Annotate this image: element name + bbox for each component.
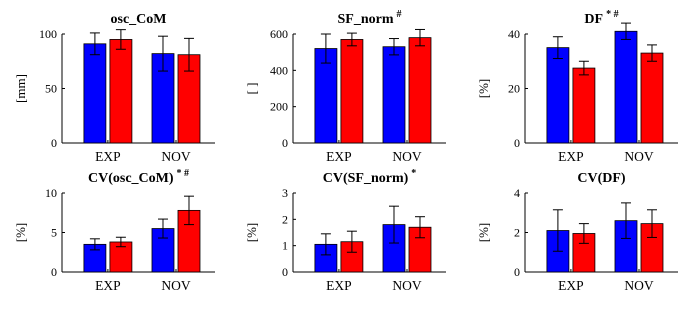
y-tick-label: 2 xyxy=(282,212,288,226)
chart-title-text: osc_CoM xyxy=(111,12,167,27)
y-tick-label: 20 xyxy=(508,82,520,96)
bar-exp-2 xyxy=(340,39,364,144)
chart-title: SF_norm # xyxy=(338,9,402,27)
bar-exp-1 xyxy=(83,43,107,144)
chart-6: 0 2 4 [%] CV(DF) EXP NOV xyxy=(476,171,678,293)
chart-title: CV(osc_CoM) * # xyxy=(88,168,189,186)
chart-title: osc_CoM xyxy=(111,12,167,27)
y-tick-label: 0 xyxy=(51,136,57,150)
bar-nov-2 xyxy=(408,37,432,144)
x-category-label: NOV xyxy=(161,149,190,164)
chart-3: 0 20 40 [%] DF * # EXP NOV xyxy=(476,9,678,164)
y-tick-label: 2 xyxy=(514,226,520,240)
chart-title: CV(SF_norm) * xyxy=(323,168,417,186)
x-category-label: NOV xyxy=(624,149,653,164)
bar-exp-2 xyxy=(109,39,133,144)
chart-5: 0 1 2 3 [%] CV(SF_norm) * EXP NOV xyxy=(244,168,446,293)
bar-nov-1 xyxy=(614,30,638,144)
y-tick-label: 5 xyxy=(51,226,57,240)
y-tick-label: 0 xyxy=(282,265,288,279)
chart-title-superscript: * xyxy=(411,168,416,179)
bar-nov-2 xyxy=(640,52,664,144)
y-tick-label: 4 xyxy=(514,186,520,200)
x-category-label: NOV xyxy=(392,149,421,164)
y-axis-label: [%] xyxy=(476,79,491,99)
bar-exp-2 xyxy=(572,67,596,144)
y-tick-label: 0 xyxy=(514,136,520,150)
chart-title-superscript: * # xyxy=(606,9,619,20)
y-tick-label: 50 xyxy=(45,82,57,96)
y-tick-label: 0 xyxy=(51,265,57,279)
y-axis-label: [%] xyxy=(13,223,28,243)
y-tick-label: 10 xyxy=(45,186,57,200)
x-category-label: EXP xyxy=(558,278,584,293)
x-category-label: NOV xyxy=(624,278,653,293)
y-tick-label: 40 xyxy=(508,27,520,41)
chart-title-text: CV(SF_norm) xyxy=(323,171,409,186)
y-tick-label: 0 xyxy=(282,136,288,150)
bar-nov-1 xyxy=(382,46,406,144)
y-tick-label: 0 xyxy=(514,265,520,279)
chart-title-text: CV(DF) xyxy=(577,171,626,186)
chart-1: 0 50 100 [mm] osc_CoM EXP NOV xyxy=(13,12,215,164)
x-category-label: EXP xyxy=(558,149,584,164)
chart-title-superscript: # xyxy=(397,9,402,20)
chart-4: 0 5 10 [%] CV(osc_CoM) * # EXP NOV xyxy=(13,168,215,293)
y-tick-label: 3 xyxy=(282,186,288,200)
chart-title: CV(DF) xyxy=(577,171,626,186)
y-axis-label: [ ] xyxy=(244,83,259,95)
y-axis-label: [%] xyxy=(476,223,491,243)
y-axis-label: [mm] xyxy=(13,74,28,103)
chart-title-text: SF_norm xyxy=(338,12,394,27)
x-category-label: EXP xyxy=(326,278,352,293)
y-tick-label: 400 xyxy=(270,63,288,77)
bar-exp-1 xyxy=(546,47,570,144)
chart-title-superscript: * # xyxy=(177,168,190,179)
x-category-label: NOV xyxy=(161,278,190,293)
chart-title-text: DF xyxy=(584,12,603,27)
y-tick-label: 100 xyxy=(39,27,57,41)
y-tick-label: 200 xyxy=(270,100,288,114)
x-category-label: EXP xyxy=(95,278,121,293)
y-axis-label: [%] xyxy=(244,223,259,243)
x-category-label: EXP xyxy=(326,149,352,164)
y-tick-label: 1 xyxy=(282,239,288,253)
x-category-label: NOV xyxy=(392,278,421,293)
chart-title-text: CV(osc_CoM) xyxy=(88,171,174,186)
chart-title: DF * # xyxy=(584,9,618,27)
x-category-label: EXP xyxy=(95,149,121,164)
chart-2: 0 200 400 600 [ ] SF_norm # EXP NOV xyxy=(244,9,446,164)
y-tick-label: 600 xyxy=(270,27,288,41)
